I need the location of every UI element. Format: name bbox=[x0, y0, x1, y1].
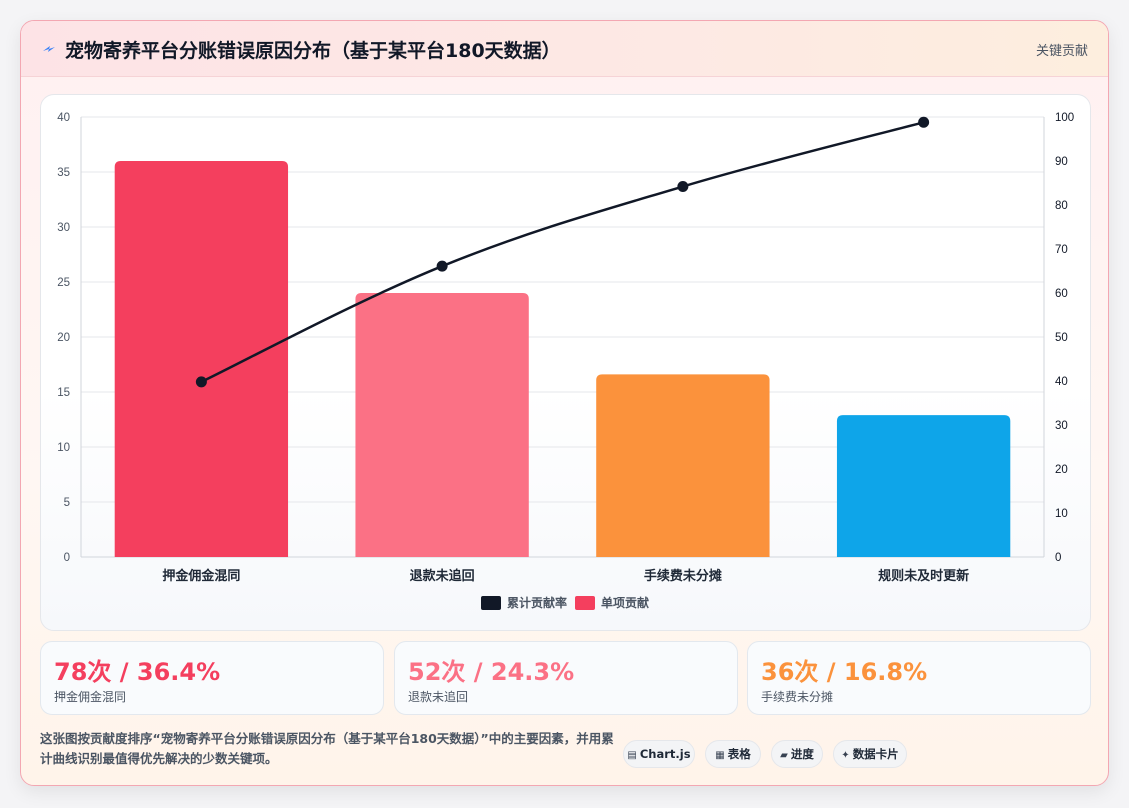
stat-label: 退款未追回 bbox=[408, 690, 469, 704]
cumulative-point bbox=[436, 260, 448, 272]
chip-label: 进度 bbox=[790, 747, 814, 761]
y-left-tick-label: 20 bbox=[57, 332, 70, 344]
stat-card-1: 78次 / 36.4% 押金佣金混同 bbox=[40, 641, 384, 715]
chip-table[interactable]: ▦ 表格 bbox=[705, 740, 761, 768]
x-tick-label: 规则未及时更新 bbox=[878, 568, 969, 584]
y-right-tick-label: 0 bbox=[1055, 552, 1061, 564]
stat-label: 手续费未分摊 bbox=[761, 690, 834, 704]
x-tick-label: 手续费未分摊 bbox=[644, 568, 722, 584]
chip-label: 表格 bbox=[727, 747, 751, 761]
x-tick-label: 退款未追回 bbox=[410, 568, 475, 584]
stat-value: 52次 / 24.3% bbox=[408, 658, 575, 686]
x-tick-label: 押金佣金混同 bbox=[162, 568, 240, 584]
y-right-tick-label: 50 bbox=[1055, 332, 1068, 344]
y-left-tick-label: 10 bbox=[57, 442, 70, 454]
cumulative-line bbox=[200, 121, 924, 384]
chart-panel: 0 5 10 15 20 25 30 35 40 0 10 20 30 40 50 60 70 80 90 100 押金… bbox=[40, 94, 1091, 631]
y-right-tick-label: 10 bbox=[1055, 508, 1068, 520]
cumulative-point bbox=[677, 181, 689, 193]
chart-description: 这张图按贡献度排序“宠物寄养平台分账错误原因分布（基于某平台180天数据）”中的… bbox=[40, 731, 614, 766]
table-icon: ▦ bbox=[715, 750, 725, 761]
y-left-tick-label: 30 bbox=[57, 222, 70, 234]
y-left-tick-label: 35 bbox=[57, 167, 70, 179]
chip-progress[interactable]: ▰ 进度 bbox=[771, 740, 823, 768]
y-right-tick-label: 90 bbox=[1055, 156, 1068, 168]
chip-chartjs[interactable]: ▤ Chart.js bbox=[623, 740, 695, 768]
legend-label-bar: 单项贡献 bbox=[601, 595, 649, 610]
y-right-tick-label: 80 bbox=[1055, 200, 1068, 212]
y-right-tick-label: 20 bbox=[1055, 464, 1068, 476]
bar bbox=[114, 161, 289, 557]
bar bbox=[836, 415, 1011, 557]
y-right-tick-label: 60 bbox=[1055, 288, 1068, 300]
stat-card-2: 52次 / 24.3% 退款未追回 bbox=[394, 641, 738, 715]
y-left-tick-label: 5 bbox=[64, 497, 70, 509]
y-right-tick-label: 70 bbox=[1055, 244, 1068, 256]
lightning-icon bbox=[43, 46, 55, 52]
report-card: 宠物寄养平台分账错误原因分布（基于某平台180天数据） 关键贡献 0 5 10 15 2… bbox=[20, 20, 1109, 786]
legend-label-cumulative: 累计贡献率 bbox=[507, 595, 567, 610]
card-header: 宠物寄养平台分账错误原因分布（基于某平台180天数据） 关键贡献 bbox=[21, 21, 1108, 77]
stat-label: 押金佣金混同 bbox=[54, 690, 127, 704]
y-right-tick-label: 100 bbox=[1055, 112, 1074, 124]
y-left-tick-label: 40 bbox=[57, 112, 70, 124]
progress-icon: ▰ bbox=[780, 750, 788, 761]
bar bbox=[596, 374, 770, 557]
y-right-tick-label: 40 bbox=[1055, 376, 1068, 388]
page-title: 宠物寄养平台分账错误原因分布（基于某平台180天数据） bbox=[65, 40, 561, 62]
stat-value: 36次 / 16.8% bbox=[761, 658, 928, 686]
chip-label: Chart.js bbox=[639, 747, 691, 761]
legend-swatch-cumulative bbox=[481, 596, 501, 610]
stat-value: 78次 / 36.4% bbox=[54, 658, 221, 686]
y-left-tick-label: 15 bbox=[57, 387, 70, 399]
cumulative-point bbox=[918, 116, 930, 128]
chip-label: 数据卡片 bbox=[852, 747, 899, 761]
pareto-chart: 0 5 10 15 20 25 30 35 40 0 10 20 30 40 50 60 70 80 90 100 押金… bbox=[57, 112, 1074, 610]
legend-swatch-bar bbox=[575, 596, 595, 610]
card-icon: ✦ bbox=[841, 750, 850, 761]
chip-data-card[interactable]: ✦ 数据卡片 bbox=[833, 740, 907, 768]
stat-card-3: 36次 / 16.8% 手续费未分摊 bbox=[747, 641, 1091, 715]
y-left-tick-label: 0 bbox=[64, 552, 70, 564]
y-right-tick-label: 30 bbox=[1055, 420, 1068, 432]
key-contribution-tag[interactable]: 关键贡献 bbox=[1035, 44, 1088, 59]
chart-icon: ▤ bbox=[627, 750, 637, 761]
y-left-tick-label: 25 bbox=[57, 277, 70, 289]
cumulative-point bbox=[195, 376, 207, 388]
bar bbox=[355, 293, 529, 557]
